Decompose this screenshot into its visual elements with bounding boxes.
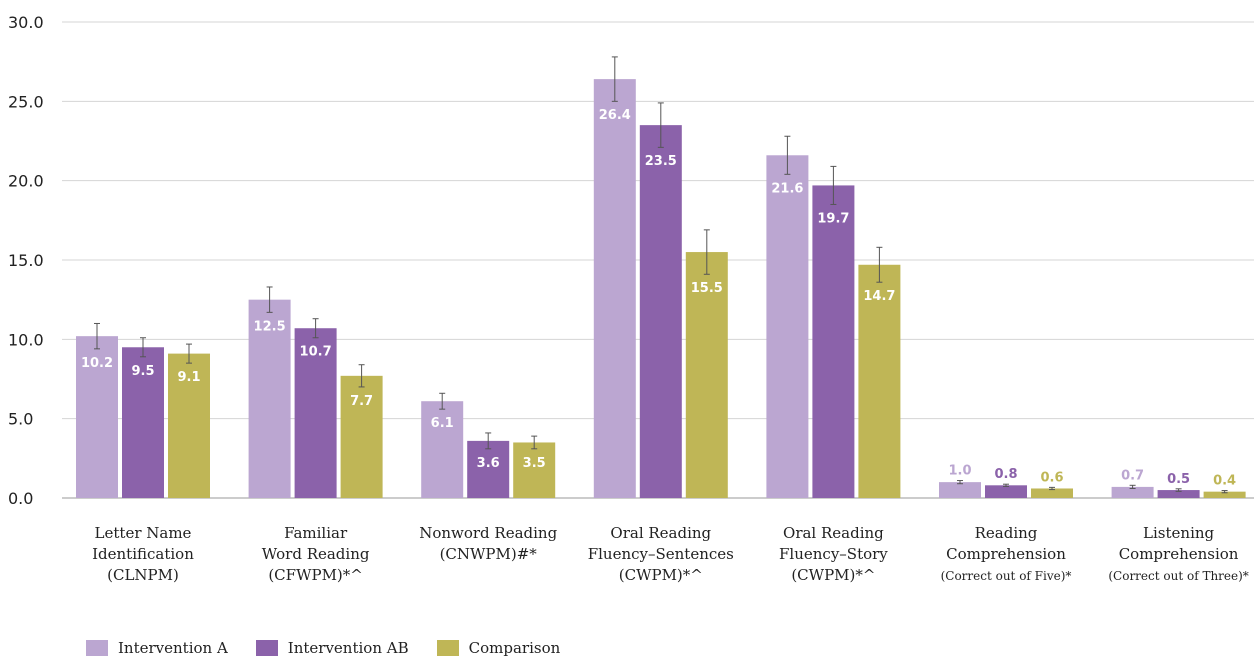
data-label: 7.7 — [350, 394, 373, 409]
legend-label: Intervention AB — [287, 639, 409, 657]
x-tick-label: Word Reading — [262, 545, 370, 563]
data-label: 23.5 — [645, 154, 677, 169]
data-label: 3.6 — [477, 456, 500, 471]
x-tick-label: (CLNPM) — [107, 566, 179, 584]
bar — [1157, 490, 1200, 498]
bar — [766, 155, 809, 498]
data-label: 3.5 — [523, 456, 546, 471]
y-tick-label: 10.0 — [8, 330, 44, 349]
bar — [467, 440, 510, 498]
x-tick-label: Oral Reading — [783, 524, 884, 542]
legend-swatch-comparison — [436, 640, 459, 656]
bar — [593, 79, 636, 499]
data-label: 0.4 — [1213, 474, 1236, 489]
bar — [248, 299, 291, 498]
y-tick-label: 15.0 — [8, 251, 44, 270]
legend-swatch-intervention-a — [86, 640, 108, 656]
bar — [939, 482, 981, 498]
legend-item-comparison: Comparison — [436, 639, 561, 657]
bar-chart: 0.0 5.0 10.0 15.0 20.0 25.0 30.0 10.2 9.5 9.1 12.… — [8, 13, 1254, 584]
x-tick-label: Nonword Reading — [419, 524, 557, 542]
y-axis: 0.0 5.0 10.0 15.0 20.0 25.0 30.0 — [8, 13, 44, 508]
legend: Intervention A Intervention AB Compariso… — [86, 640, 560, 656]
data-label: 9.1 — [177, 370, 200, 385]
y-tick-label: 20.0 — [8, 172, 44, 191]
x-tick-label: Fluency–Sentences — [588, 545, 734, 563]
x-tick-label: Comprehension — [946, 545, 1066, 563]
bar — [639, 125, 682, 498]
bar — [122, 347, 164, 498]
bar — [513, 442, 556, 498]
x-tick-label: Oral Reading — [610, 524, 711, 542]
x-tick-label: (Correct out of Five)* — [941, 569, 1072, 583]
bar — [76, 336, 118, 498]
data-label: 12.5 — [254, 319, 286, 334]
bars — [76, 79, 1246, 499]
data-label: 19.7 — [817, 211, 849, 226]
data-label: 6.1 — [431, 416, 454, 431]
x-tick-label: (Correct out of Three)* — [1108, 569, 1248, 583]
data-label: 0.8 — [994, 467, 1017, 482]
legend-label: Comparison — [468, 639, 561, 657]
bar — [294, 328, 337, 498]
x-tick-label: (CWPM)*^ — [791, 566, 875, 584]
legend-item-intervention-a: Intervention A — [86, 640, 228, 656]
bar — [1031, 488, 1073, 498]
x-tick-label: Identification — [92, 545, 194, 563]
bar — [421, 401, 464, 498]
bar — [812, 185, 855, 498]
x-tick-label: Letter Name — [95, 524, 192, 542]
data-label: 26.4 — [599, 108, 631, 123]
bar — [685, 252, 728, 498]
bar — [1111, 486, 1154, 498]
x-tick-label: Listening — [1143, 524, 1214, 542]
data-label: 14.7 — [863, 289, 895, 304]
x-axis: Letter Name Identification (CLNPM) Familiar… — [92, 524, 1249, 584]
x-tick-label: Familiar — [284, 524, 348, 542]
legend-label: Intervention A — [118, 639, 228, 657]
bar — [340, 375, 383, 498]
x-tick-label: (CFWPM)*^ — [268, 566, 363, 584]
data-label: 0.5 — [1167, 472, 1190, 487]
y-tick-label: 0.0 — [8, 489, 33, 508]
legend-item-intervention-ab: Intervention AB — [255, 639, 409, 657]
data-label: 9.5 — [131, 364, 154, 379]
x-tick-label: (CWPM)*^ — [619, 566, 703, 584]
legend-swatch-intervention-ab — [255, 640, 278, 656]
y-tick-label: 30.0 — [8, 13, 44, 32]
data-label: 10.7 — [300, 345, 332, 360]
bar — [985, 485, 1027, 498]
bar — [168, 353, 210, 498]
data-label: 1.0 — [948, 464, 971, 479]
y-tick-label: 25.0 — [8, 92, 44, 111]
y-tick-label: 5.0 — [8, 410, 33, 429]
bar — [1203, 491, 1246, 498]
error-bars — [94, 56, 1228, 494]
data-label: 21.6 — [771, 181, 803, 196]
data-label: 10.2 — [81, 356, 113, 371]
data-label: 0.7 — [1121, 468, 1144, 483]
x-tick-label: (CNWPM)#* — [440, 545, 538, 563]
data-label: 0.6 — [1040, 470, 1063, 485]
x-tick-label: Reading — [975, 524, 1038, 542]
data-label: 15.5 — [691, 281, 723, 296]
x-tick-label: Comprehension — [1119, 545, 1239, 563]
x-tick-label: Fluency–Story — [779, 545, 888, 563]
bar — [858, 264, 901, 498]
value-labels: 10.2 9.5 9.1 12.5 10.7 7.7 6.1 3.6 3.5 26.4 23.5 15… — [81, 108, 1236, 488]
